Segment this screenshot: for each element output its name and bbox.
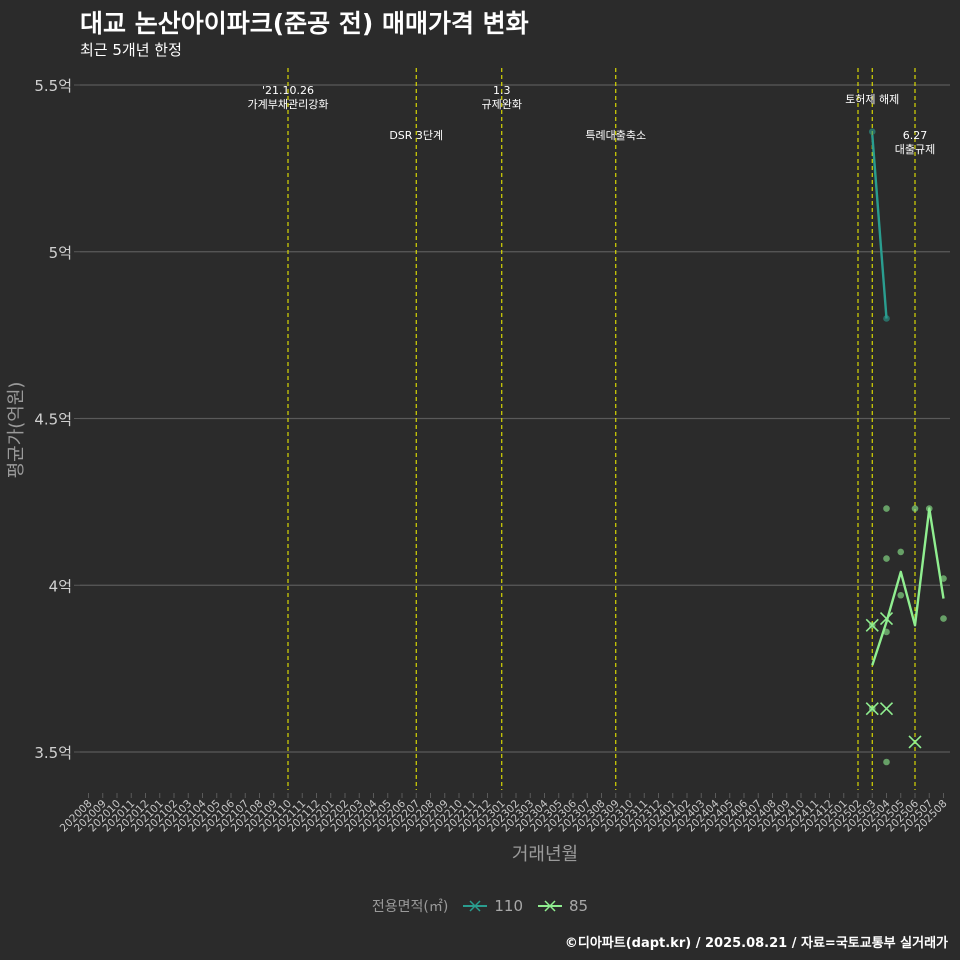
event-label: 6.27	[903, 129, 928, 142]
series-85-point	[883, 758, 890, 766]
event-label: '21.10.26	[262, 84, 314, 97]
legend-swatch-110	[463, 900, 488, 912]
legend-label-85: 85	[569, 897, 589, 915]
series-85-point	[897, 591, 905, 599]
event-label: 규제완화	[482, 98, 522, 111]
series-85-point	[940, 615, 947, 622]
series-85-cross-marker	[879, 612, 894, 626]
series-85-cross-marker	[908, 735, 922, 749]
series-85-point	[940, 575, 947, 582]
y-tick-label: 5.5억	[34, 77, 72, 95]
series-110-point	[868, 128, 876, 135]
x-axis-title: 거래년월	[512, 844, 578, 865]
series-layer	[865, 128, 947, 766]
axis-layer: 3.5억4억4.5억5억5.5억202008202009202010202011…	[6, 77, 950, 865]
chart-subtitle: 최근 5개년 한정	[80, 41, 182, 59]
series-110-line	[871, 134, 888, 319]
series-85-line	[871, 507, 945, 666]
series-85-point	[883, 505, 890, 512]
y-axis-title: 평균가(억원)	[6, 382, 27, 479]
series-85-point	[883, 555, 890, 562]
legend-title: 전용면적(㎡)	[371, 899, 449, 915]
event-label: 1.3	[493, 84, 511, 97]
legend-swatch-85	[538, 900, 562, 912]
y-tick-label: 5억	[49, 244, 72, 262]
legend-label-110: 110	[494, 897, 523, 915]
grid-layer	[80, 84, 950, 753]
series-85-cross-marker	[865, 702, 879, 716]
legend: 전용면적(㎡) 110 85	[0, 893, 960, 919]
event-label: DSR 3단계	[389, 129, 443, 142]
event-label: 가계부채관리강화	[248, 98, 329, 111]
series-85-point	[911, 505, 919, 512]
event-label: 대출규제	[895, 143, 935, 156]
chart-title: 대교 논산아이파크(준공 전) 매매가격 변화	[80, 9, 529, 38]
series-85-cross-marker	[865, 618, 879, 632]
y-tick-label: 4억	[49, 577, 72, 595]
legend-item-85[interactable]: 85	[537, 897, 588, 915]
caption: ©디아파트(dapt.kr) / 2025.08.21 / 자료=국토교통부 실…	[564, 936, 948, 951]
y-tick-label: 3.5억	[34, 744, 72, 762]
legend-item-110[interactable]: 110	[462, 897, 523, 915]
series-85-cross-marker	[879, 702, 894, 716]
event-label: 토허제 해제	[845, 92, 899, 106]
y-tick-label: 4.5억	[34, 411, 72, 429]
series-85-point	[897, 548, 905, 556]
event-label: 특례대출축소	[585, 129, 646, 142]
